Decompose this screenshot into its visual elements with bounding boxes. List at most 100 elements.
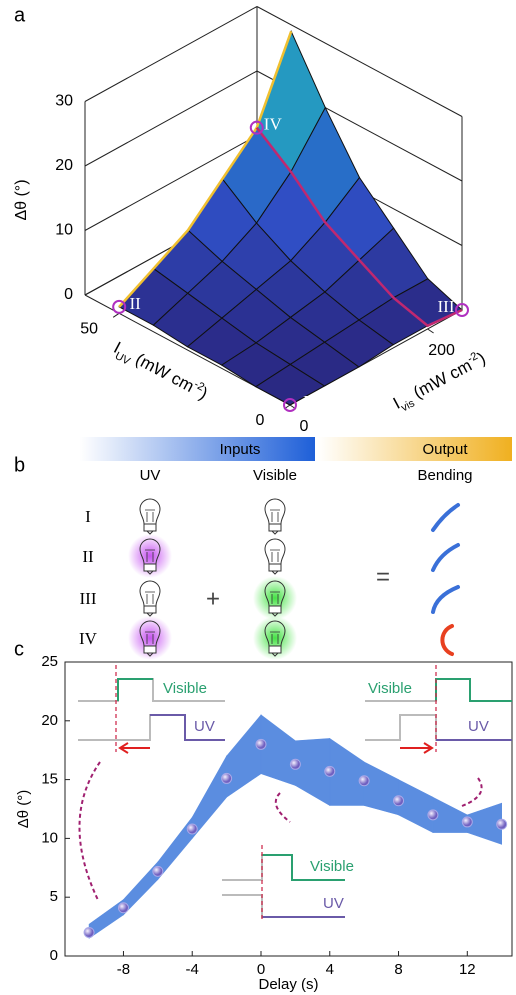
panel-label: b [14,454,25,476]
column-header: Bending [417,467,472,484]
glow [253,616,297,660]
row-label: IV [79,629,98,648]
plus: + [206,585,220,612]
label-part: (mW cm [128,348,197,397]
panel-c: 0 5 10 15 20 25 -8 -4 0 4 8 12 Delay (s) Δθ (°) [15,653,513,993]
point [324,765,336,777]
bulb-base [268,645,282,654]
bulb-base [268,563,282,572]
point [427,809,439,821]
insets: Visible UV Visible UV Visible UV [78,665,512,922]
band [363,761,399,816]
x-tick-label: 8 [394,961,402,978]
path-line [118,30,293,308]
band [191,754,227,840]
z-tick-label: 0 [64,286,73,303]
glow [128,616,172,660]
bulb [139,580,161,607]
point [152,865,164,877]
panel-label: a [14,4,26,26]
equals: = [376,563,390,590]
bending [440,624,454,656]
inset-label: Visible [163,680,207,697]
bulb [264,498,286,525]
row-label: III [80,589,97,608]
x-tick-label: 0 [256,412,265,429]
label-part: vis [399,397,417,414]
filament [270,591,280,604]
point [358,775,370,787]
bending [431,503,460,532]
inset-label: Visible [368,680,412,697]
point [186,823,198,835]
point [255,738,267,750]
y-tick-label: 15 [41,771,58,788]
y-tick-label: 0 [50,947,58,964]
y-tick-label: 0 [300,418,309,435]
band [260,714,296,786]
grid-line [84,135,258,231]
marker [283,398,297,412]
y-tick-label: 5 [50,888,58,905]
bulb-tip [271,570,279,575]
bulb [264,620,286,647]
filament [145,591,155,604]
marker [112,299,127,314]
curved-arrow [461,777,483,807]
bending [431,585,460,614]
point [393,795,405,807]
inset-label: Visible [310,858,354,875]
output-header: Output [422,441,468,458]
bulb [139,620,161,647]
bulb-base [268,523,282,532]
y-axis-title: Δθ (°) [15,790,32,829]
bulb-tip [146,652,154,657]
bulb-base [143,605,157,614]
row-label: II [82,547,94,566]
band [398,779,434,834]
bulb-base [143,523,157,532]
z-tick-label: 20 [55,157,73,174]
marker-label: IV [264,115,283,134]
bulb-tip [146,570,154,575]
curved-arrow [78,761,101,901]
inset-label: UV [323,895,344,912]
filament [145,549,155,562]
trace [117,678,153,701]
trace [150,714,225,741]
inset-label: UV [194,718,215,735]
x-axis-title: Delay (s) [258,976,318,993]
bulb [264,538,286,565]
arrow [118,742,150,754]
grid-line [256,6,463,117]
x-tick-label: -4 [186,961,199,978]
y-tick-label: 20 [41,712,58,729]
bulb-base [143,645,157,654]
row-label: I [85,507,91,526]
inputs-header: Inputs [220,441,261,458]
x-tick-label: -8 [117,961,130,978]
z-tick-label: 10 [55,222,73,239]
bulb-base [268,605,282,614]
inputs-bar [80,437,315,461]
bulb-tip [271,530,279,535]
filament [270,631,280,644]
glow [128,534,172,578]
inset: Visible UV [365,665,512,807]
output-bar [318,437,512,461]
x-tick-label: 12 [459,961,476,978]
x-tick-label: 50 [80,321,98,338]
bulb-tip [271,652,279,657]
panel-b: Inputs Output UV Visible Bending + = III… [79,437,512,660]
bulb-base [143,563,157,572]
filament [270,509,280,522]
glow [253,576,297,620]
filament [145,631,155,644]
marker-label: I [303,392,309,411]
point [221,772,233,784]
trace [435,678,512,702]
column-header: Visible [253,467,297,484]
